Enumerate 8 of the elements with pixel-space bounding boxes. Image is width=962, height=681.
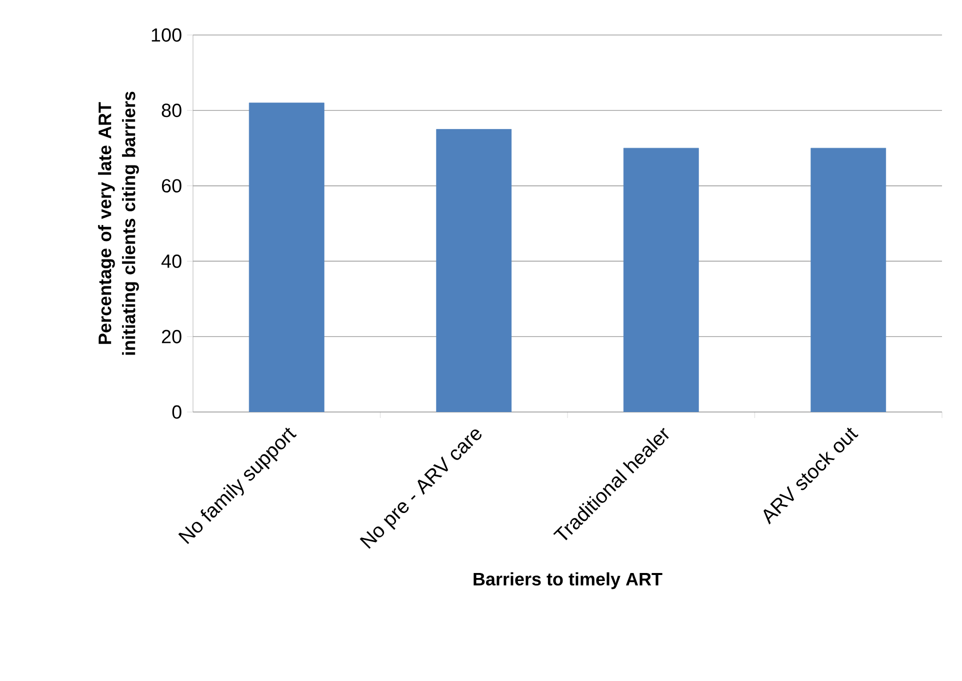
y-tick-label: 80 [162, 104, 182, 118]
y-tick-label: 40 [161, 254, 182, 268]
y-tick-label: 100 [152, 28, 182, 42]
y-axis-title: Percentage of very late ART initiating clients citing barriers [98, 92, 139, 355]
y-tick-label: 0 [172, 405, 182, 419]
x-axis-title: Barriers to timely ART [474, 572, 662, 590]
y-tick-label: 20 [162, 330, 182, 344]
y-tick-label: 60 [162, 179, 182, 193]
